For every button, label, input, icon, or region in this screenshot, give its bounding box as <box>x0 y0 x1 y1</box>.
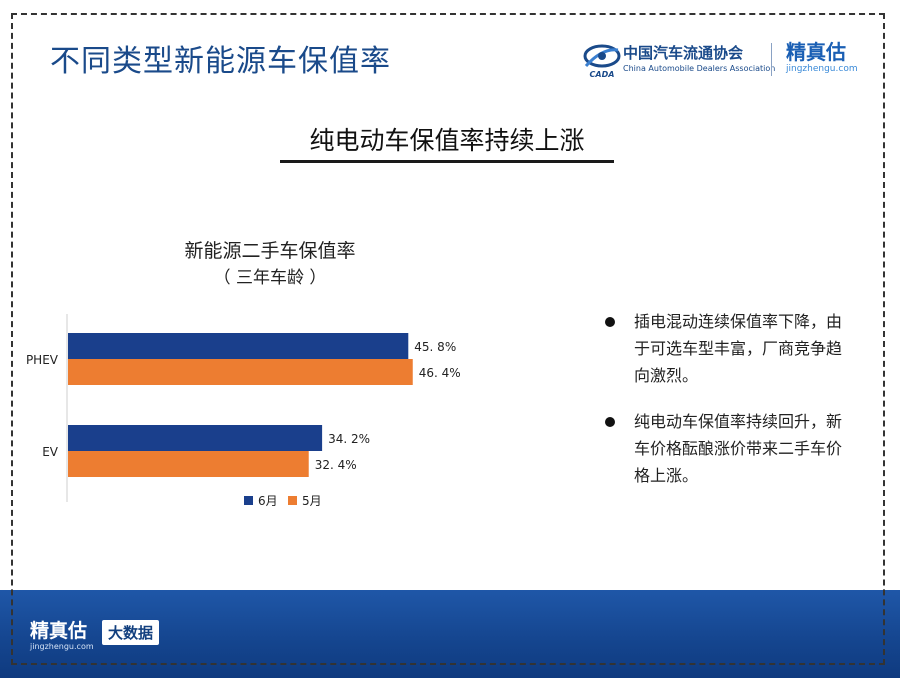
association-name: 中国汽车流通协会 <box>623 44 744 62</box>
data-label: 45. 8% <box>414 340 456 354</box>
slide-subtitle: 纯电动车保值率持续上涨 <box>309 126 585 155</box>
legend-label: 5月 <box>302 494 322 508</box>
logo-divider <box>771 43 772 76</box>
bar <box>68 359 413 385</box>
brand-url: jingzhengu.com <box>786 64 858 74</box>
bar <box>68 425 323 451</box>
subtitle-underline <box>280 160 614 163</box>
legend-label: 6月 <box>258 494 278 508</box>
bar-chart: 新能源二手车保值率 （ 三年车龄 ） PHEV 45. 8% 46. 4% EV 34.… <box>26 240 461 508</box>
brand-name: 精真估 <box>786 40 846 64</box>
bullet-dot-icon <box>605 317 615 327</box>
category-label: PHEV <box>26 353 59 367</box>
category-label: EV <box>42 445 59 459</box>
page-title: 不同类型新能源车保值率 <box>50 44 391 79</box>
data-label: 34. 2% <box>328 432 370 446</box>
cada-logo-icon: CADA <box>583 44 621 79</box>
legend-swatch <box>244 496 253 505</box>
bullet-list: 插电混动连续保值率下降，由于可选车型丰富，厂商竞争趋向激烈。 纯电动车保值率持续… <box>605 308 855 508</box>
bullet-text: 纯电动车保值率持续回升，新车价格酝酿涨价带来二手车价格上涨。 <box>634 412 843 485</box>
bullet-item: 插电混动连续保值率下降，由于可选车型丰富，厂商竞争趋向激烈。 <box>605 308 855 389</box>
footer-brand: 精真估 jingzhengu.com <box>30 620 94 651</box>
bullet-item: 纯电动车保值率持续回升，新车价格酝酿涨价带来二手车价格上涨。 <box>605 408 855 489</box>
cada-logo-text: CADA <box>590 70 615 79</box>
bar <box>68 451 309 477</box>
data-label: 32. 4% <box>315 458 357 472</box>
chart-title: 新能源二手车保值率 <box>184 240 355 262</box>
big-data-badge: 大数据 <box>102 620 160 645</box>
bullet-dot-icon <box>605 417 615 427</box>
footer-brand-url: jingzhengu.com <box>30 642 94 651</box>
legend: 6月 5月 <box>244 494 322 508</box>
bar <box>68 333 409 359</box>
bars-layer: PHEV 45. 8% 46. 4% EV 34. 2% 32. 4% <box>26 333 461 477</box>
legend-swatch <box>288 496 297 505</box>
association-logo: CADA 中国汽车流通协会 China Automobile Dealers A… <box>582 40 776 80</box>
association-name-english: China Automobile Dealers Association <box>623 64 776 73</box>
footer-brand-name: 精真估 <box>30 620 88 642</box>
footer-banner: 精真估 jingzhengu.com 大数据 <box>0 590 900 678</box>
brand-logo: 精真估 jingzhengu.com <box>786 40 858 74</box>
chart-subtitle: （ 三年车龄 ） <box>214 268 327 288</box>
data-label: 46. 4% <box>419 366 461 380</box>
bullet-text: 插电混动连续保值率下降，由于可选车型丰富，厂商竞争趋向激烈。 <box>634 312 843 385</box>
